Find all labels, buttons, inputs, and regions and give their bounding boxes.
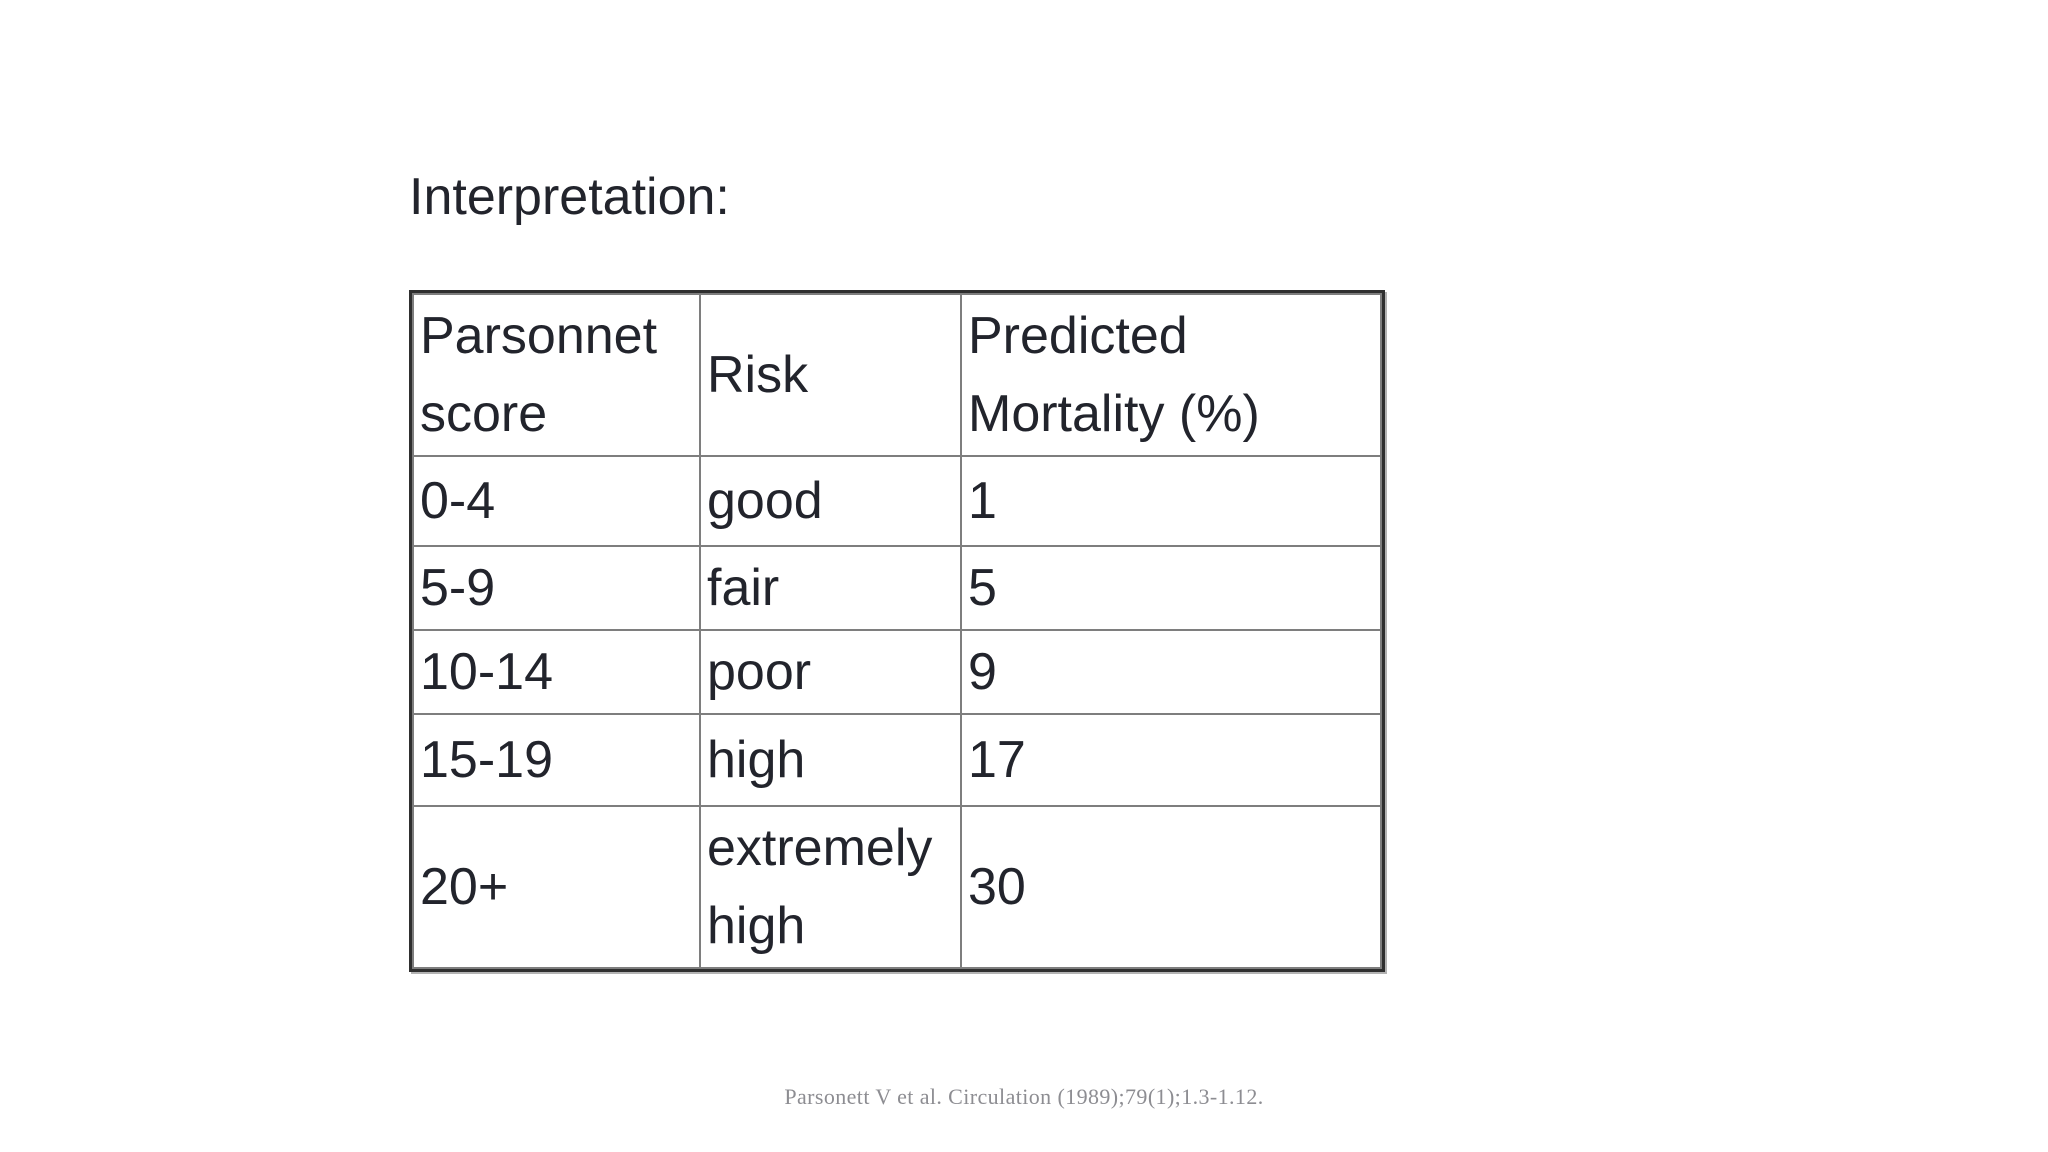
cell-score: 0-4 <box>412 457 701 547</box>
cell-risk: high <box>701 715 962 807</box>
cell-risk: fair <box>701 547 962 631</box>
table-row: 10-14 poor 9 <box>412 631 1382 715</box>
column-header-risk: Risk <box>701 293 962 457</box>
cell-mortality: 30 <box>962 807 1382 969</box>
cell-score: 10-14 <box>412 631 701 715</box>
parsonnet-score-table: Parsonnet score Risk Predicted Mortality… <box>409 290 1385 972</box>
table-row: 15-19 high 17 <box>412 715 1382 807</box>
column-header-predicted-mortality: Predicted Mortality (%) <box>962 293 1382 457</box>
table-row: 20+ extremely high 30 <box>412 807 1382 969</box>
table-header-row: Parsonnet score Risk Predicted Mortality… <box>412 293 1382 457</box>
table-row: 0-4 good 1 <box>412 457 1382 547</box>
cell-mortality: 1 <box>962 457 1382 547</box>
cell-score: 20+ <box>412 807 701 969</box>
cell-mortality: 17 <box>962 715 1382 807</box>
cell-score: 5-9 <box>412 547 701 631</box>
cell-risk: poor <box>701 631 962 715</box>
cell-mortality: 5 <box>962 547 1382 631</box>
page-title: Interpretation: <box>409 168 730 226</box>
cell-risk: good <box>701 457 962 547</box>
cell-score: 15-19 <box>412 715 701 807</box>
table-row: 5-9 fair 5 <box>412 547 1382 631</box>
column-header-parsonnet-score: Parsonnet score <box>412 293 701 457</box>
cell-risk: extremely high <box>701 807 962 969</box>
citation: Parsonett V et al. Circulation (1989);79… <box>784 1084 1264 1109</box>
cell-mortality: 9 <box>962 631 1382 715</box>
